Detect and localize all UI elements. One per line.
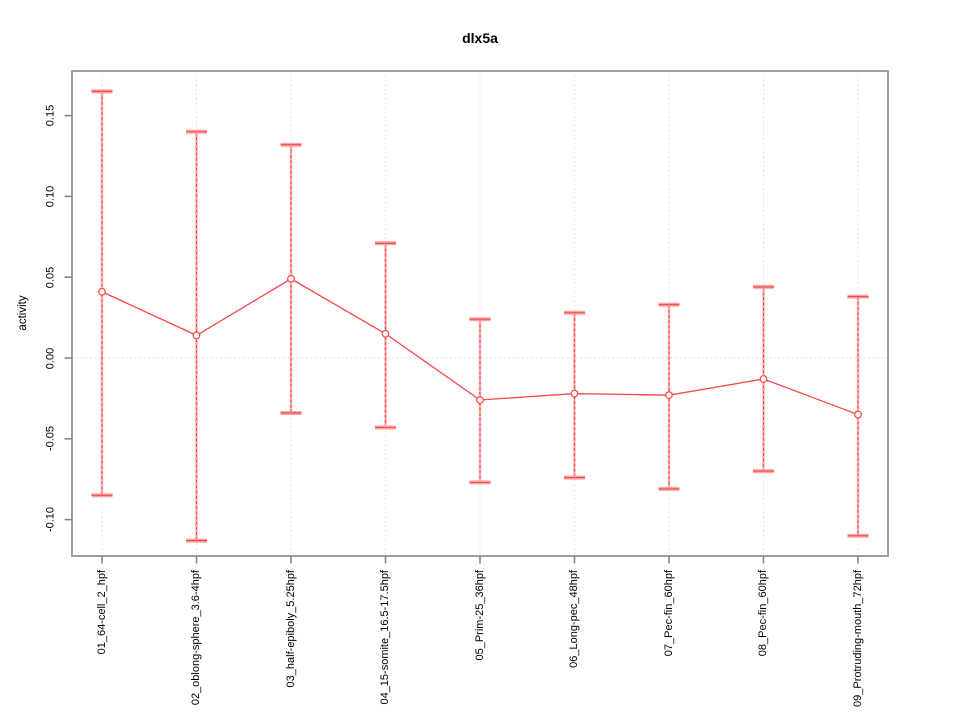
x-category-label: 08_Pec-fin_60hpf bbox=[757, 570, 769, 657]
y-tick-label: 0.00 bbox=[44, 347, 57, 369]
y-tick-label: 0.05 bbox=[44, 266, 57, 288]
x-category-label: 02_oblong-sphere_3.6-4hpf bbox=[190, 570, 202, 706]
data-point bbox=[759, 375, 768, 383]
y-tick-label: 0.10 bbox=[44, 185, 57, 208]
x-category-label: 01_64-cell_2_hpf bbox=[95, 570, 108, 655]
y-tick-label: -0.05 bbox=[44, 426, 57, 452]
data-point bbox=[476, 396, 484, 404]
chart-title: dlx5a bbox=[462, 30, 498, 46]
y-axis-label: activity bbox=[17, 295, 29, 331]
x-category-label: 09_Protruding-mouth_72hpf bbox=[851, 570, 864, 707]
x-category-label: 07_Pec-fin_60hpf bbox=[662, 570, 675, 657]
data-point bbox=[287, 274, 295, 283]
data-point bbox=[381, 329, 390, 338]
y-tick-label: 0.15 bbox=[44, 104, 57, 127]
data-point bbox=[192, 331, 201, 340]
x-category-label: 06_Long-pec_48hpf bbox=[568, 570, 580, 668]
y-tick-label: -0.10 bbox=[44, 507, 57, 533]
x-category-label: 03_half-epiboly_5.25hpf bbox=[284, 570, 297, 688]
data-point bbox=[854, 410, 862, 419]
x-category-label: 04_15-somite_16.5-17.5hpf bbox=[379, 570, 391, 705]
data-point bbox=[570, 389, 579, 398]
data-point bbox=[98, 287, 106, 296]
x-category-label: 05_Prim-25_36hpf bbox=[473, 570, 486, 661]
data-point bbox=[665, 391, 673, 400]
